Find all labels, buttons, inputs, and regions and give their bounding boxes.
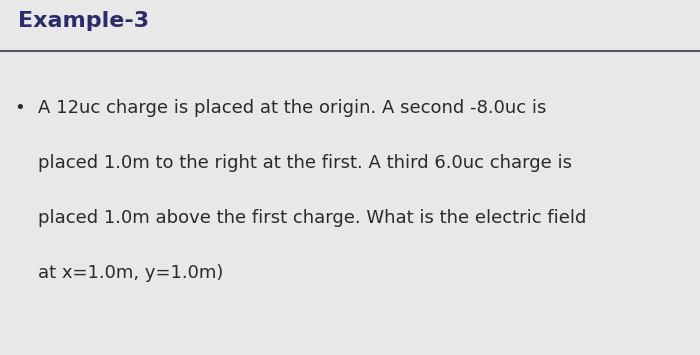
Text: A 12uc charge is placed at the origin. A second -8.0uc is: A 12uc charge is placed at the origin. A…: [38, 99, 547, 118]
Text: Example-3: Example-3: [18, 11, 148, 31]
Text: placed 1.0m above the first charge. What is the electric field: placed 1.0m above the first charge. What…: [38, 209, 587, 228]
Text: placed 1.0m to the right at the first. A third 6.0uc charge is: placed 1.0m to the right at the first. A…: [38, 154, 573, 173]
Text: •: •: [14, 99, 24, 118]
Text: at x=1.0m, y=1.0m): at x=1.0m, y=1.0m): [38, 264, 224, 283]
